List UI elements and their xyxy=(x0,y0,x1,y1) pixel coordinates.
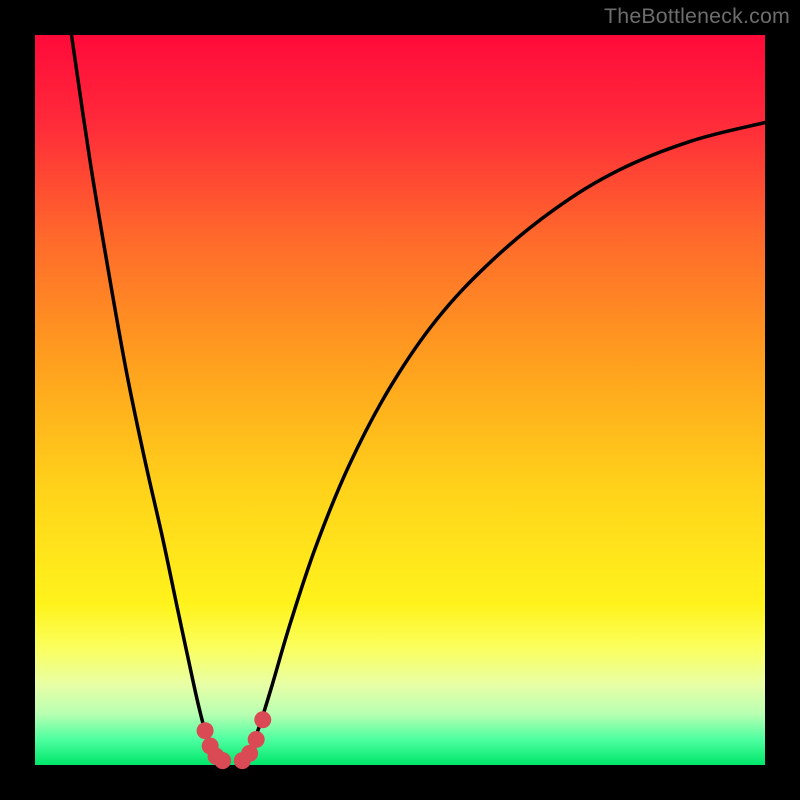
chart-canvas: TheBottleneck.com xyxy=(0,0,800,800)
marker-dot xyxy=(197,722,214,739)
marker-dot xyxy=(214,752,231,769)
bottleneck-chart-svg xyxy=(0,0,800,800)
plot-background-gradient xyxy=(35,35,765,765)
marker-dot xyxy=(254,711,271,728)
marker-dot xyxy=(248,731,265,748)
